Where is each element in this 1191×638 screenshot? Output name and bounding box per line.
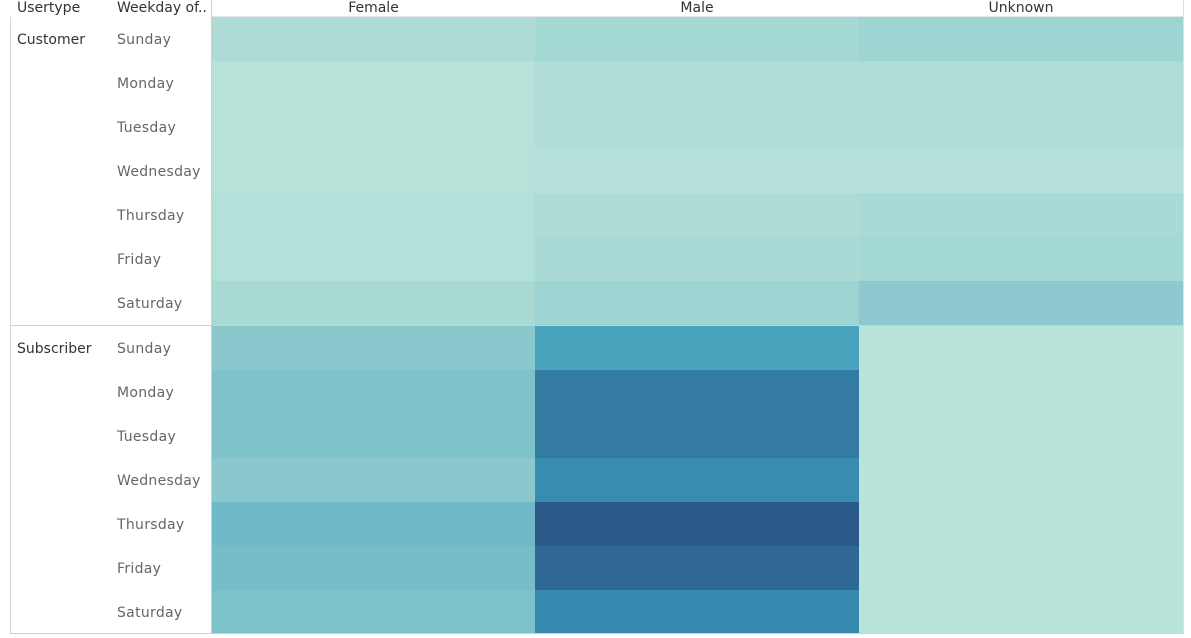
- heatmap-cell-customer-monday-unknown[interactable]: [859, 61, 1183, 105]
- weekday-label-customer-saturday: Saturday: [117, 296, 183, 312]
- weekday-label-customer-friday: Friday: [117, 252, 162, 268]
- usertype-label-subscriber: Subscriber: [17, 341, 92, 357]
- column-header-female[interactable]: Female: [348, 0, 399, 16]
- heatmap-cell-subscriber-sunday-female[interactable]: [212, 326, 535, 370]
- heatmap-cell-subscriber-wednesday-unknown[interactable]: [859, 458, 1183, 502]
- heatmap-cell-customer-thursday-unknown[interactable]: [859, 193, 1183, 237]
- heatmap-cell-customer-friday-unknown[interactable]: [859, 237, 1183, 281]
- heatmap-cell-subscriber-thursday-unknown[interactable]: [859, 502, 1183, 546]
- heatmap-cell-subscriber-tuesday-male[interactable]: [535, 414, 859, 458]
- heatmap-cell-customer-thursday-male[interactable]: [535, 193, 859, 237]
- heatmap-cell-customer-tuesday-male[interactable]: [535, 105, 859, 149]
- heatmap-cell-subscriber-monday-unknown[interactable]: [859, 370, 1183, 414]
- heatmap-cell-subscriber-thursday-female[interactable]: [212, 502, 535, 546]
- weekday-label-subscriber-monday: Monday: [117, 385, 175, 401]
- heatmap-cell-customer-sunday-male[interactable]: [535, 17, 859, 61]
- heatmap-cell-customer-saturday-male[interactable]: [535, 281, 859, 325]
- heatmap-cell-customer-monday-female[interactable]: [212, 61, 535, 105]
- weekday-header[interactable]: Weekday of..: [117, 0, 207, 16]
- bottom-border: [10, 633, 1183, 634]
- weekday-label-customer-monday: Monday: [117, 76, 175, 92]
- heatmap-cell-customer-saturday-unknown[interactable]: [859, 281, 1183, 325]
- heatmap-cell-customer-friday-male[interactable]: [535, 237, 859, 281]
- group-divider: [10, 325, 1183, 326]
- usertype-header[interactable]: Usertype: [17, 0, 81, 16]
- heatmap-cell-subscriber-saturday-male[interactable]: [535, 590, 859, 634]
- heatmap-cell-customer-wednesday-male[interactable]: [535, 149, 859, 193]
- weekday-label-subscriber-saturday: Saturday: [117, 605, 183, 621]
- heatmap-cell-subscriber-saturday-female[interactable]: [212, 590, 535, 634]
- heatmap-cell-customer-thursday-female[interactable]: [212, 193, 535, 237]
- heatmap-cell-subscriber-thursday-male[interactable]: [535, 502, 859, 546]
- heatmap-cell-subscriber-monday-female[interactable]: [212, 370, 535, 414]
- heatmap-cell-subscriber-tuesday-female[interactable]: [212, 414, 535, 458]
- heatmap-cell-customer-tuesday-unknown[interactable]: [859, 105, 1183, 149]
- heatmap-cell-customer-saturday-female[interactable]: [212, 281, 535, 325]
- heatmap-cell-customer-wednesday-unknown[interactable]: [859, 149, 1183, 193]
- heatmap-cell-subscriber-friday-female[interactable]: [212, 546, 535, 590]
- weekday-label-customer-thursday: Thursday: [117, 208, 185, 224]
- heatmap-cell-subscriber-tuesday-unknown[interactable]: [859, 414, 1183, 458]
- heatmap-cell-subscriber-wednesday-male[interactable]: [535, 458, 859, 502]
- header-divider: [212, 16, 1183, 17]
- left-axis-border: [211, 0, 212, 633]
- heatmap-cell-customer-wednesday-female[interactable]: [212, 149, 535, 193]
- heatmap-cell-subscriber-sunday-unknown[interactable]: [859, 326, 1183, 370]
- weekday-label-subscriber-wednesday: Wednesday: [117, 473, 201, 489]
- heatmap-cell-customer-tuesday-female[interactable]: [212, 105, 535, 149]
- usertype-label-customer: Customer: [17, 32, 86, 48]
- weekday-label-subscriber-tuesday: Tuesday: [117, 429, 177, 445]
- heatmap-cell-customer-sunday-female[interactable]: [212, 17, 535, 61]
- heatmap-cell-subscriber-friday-male[interactable]: [535, 546, 859, 590]
- heatmap-cell-subscriber-monday-male[interactable]: [535, 370, 859, 414]
- heatmap-cell-customer-sunday-unknown[interactable]: [859, 17, 1183, 61]
- heatmap-cell-subscriber-saturday-unknown[interactable]: [859, 590, 1183, 634]
- weekday-label-subscriber-friday: Friday: [117, 561, 162, 577]
- weekday-label-customer-tuesday: Tuesday: [117, 120, 177, 136]
- heatmap-cell-subscriber-friday-unknown[interactable]: [859, 546, 1183, 590]
- weekday-label-subscriber-sunday: Sunday: [117, 341, 172, 357]
- weekday-label-subscriber-thursday: Thursday: [117, 517, 185, 533]
- heatmap-cell-customer-monday-male[interactable]: [535, 61, 859, 105]
- column-header-male[interactable]: Male: [680, 0, 714, 16]
- column-header-unknown[interactable]: Unknown: [988, 0, 1054, 16]
- weekday-label-customer-sunday: Sunday: [117, 32, 172, 48]
- heatmap-cell-subscriber-wednesday-female[interactable]: [212, 458, 535, 502]
- heatmap-cell-subscriber-sunday-male[interactable]: [535, 326, 859, 370]
- heatmap-cell-customer-friday-female[interactable]: [212, 237, 535, 281]
- right-border: [1183, 0, 1184, 634]
- weekday-label-customer-wednesday: Wednesday: [117, 164, 201, 180]
